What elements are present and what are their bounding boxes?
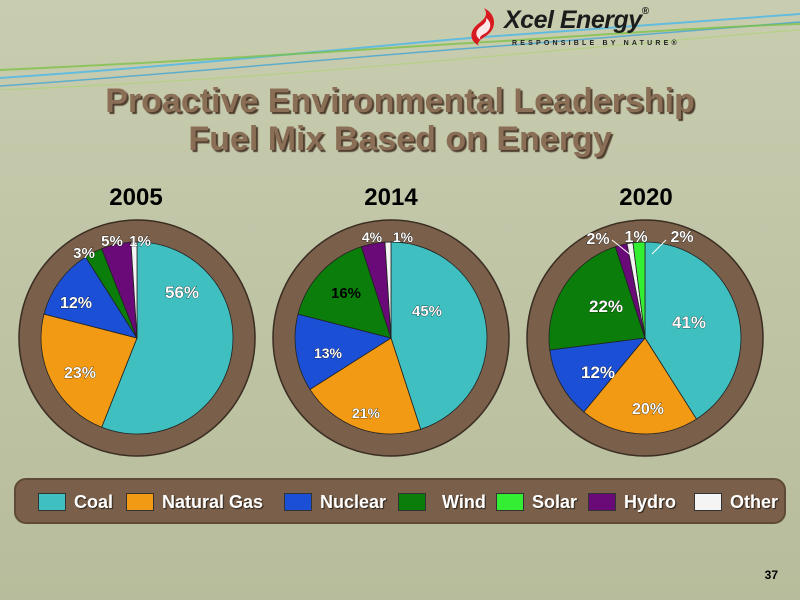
pie-slice-2020-coal <box>644 241 742 420</box>
legend-swatch-coal <box>38 493 66 511</box>
pie-data-label-2005-nuclear: 12% <box>60 295 92 312</box>
pie-data-label-2014-wind: 16% <box>331 285 361 302</box>
pie-data-label-2005-wind: 3% <box>73 245 95 262</box>
legend-label-wind: Wind <box>442 492 486 512</box>
pie-data-label-2014-hydro: 4% <box>362 229 383 245</box>
pie-data-label-2020-natural-gas: 20% <box>632 401 664 418</box>
pie-data-label-2005-coal: 56% <box>165 283 199 302</box>
pie-slice-2020-nuclear <box>549 337 646 413</box>
legend-label-coal: Coal <box>74 492 114 512</box>
pie-data-label-2020-solar: 2% <box>670 229 693 246</box>
pie-slice-2014-nuclear <box>294 313 392 390</box>
pie-data-label-2020-hydro: 2% <box>586 231 609 248</box>
pie-slice-2020-wind <box>548 246 646 351</box>
xcel-flame-icon <box>471 8 495 46</box>
legend-swatch-wind <box>398 493 426 511</box>
pie-data-label-2005-other: 1% <box>129 233 151 250</box>
pie-data-label-2005-hydro: 5% <box>101 233 123 250</box>
pie-slice-2014-wind <box>297 246 392 339</box>
pie-data-label-2020-nuclear: 12% <box>581 363 615 382</box>
pie-slice-2014-coal <box>390 241 488 430</box>
leader-line-2020-solar <box>651 239 667 255</box>
pie-title-2014: 2014 <box>364 184 418 211</box>
legend-label-nuclear: Nuclear <box>320 492 387 512</box>
slide-title-line-1: Proactive Environmental Leadership <box>105 82 695 120</box>
header-swoosh <box>0 13 800 90</box>
pie-title-2020: 2020 <box>619 184 673 211</box>
pie-data-label-2014-nuclear: 13% <box>314 345 343 361</box>
pie-2014 <box>272 219 510 457</box>
pie-slice-2005-coal <box>101 241 234 435</box>
pie-slice-2014-natural-gas <box>309 337 422 435</box>
pie-slice-2005-nuclear <box>43 256 138 339</box>
legend-label-solar: Solar <box>532 492 578 512</box>
legend-swatch-hydro <box>588 493 616 511</box>
pie-data-label-2014-other: 1% <box>393 229 414 245</box>
pie-2005 <box>18 219 256 457</box>
logo-tagline: RESPONSIBLE BY NATURE® <box>512 40 680 47</box>
page-number: 37 <box>764 568 778 582</box>
pie-data-label-2020-other: 1% <box>624 229 647 246</box>
pie-title-2005: 2005 <box>109 184 163 211</box>
legend-swatch-solar <box>496 493 524 511</box>
legend-swatch-nuclear <box>284 493 312 511</box>
legend-label-natural-gas: Natural Gas <box>162 492 264 512</box>
leader-line-2020-hydro <box>611 239 633 257</box>
pie-slice-2020-natural-gas <box>583 337 697 435</box>
pie-data-label-2020-wind: 22% <box>589 297 623 316</box>
pie-charts: 56% 23% 12% 3% 5% 1% 45% 21% 13% 16% 4% 1% 41% 20% 12%… <box>18 219 764 457</box>
slide-title-line-2: Fuel Mix Based on Energy <box>188 120 612 158</box>
pie-slice-2020-solar <box>632 241 646 339</box>
pie-slice-2014-other <box>384 241 392 339</box>
pie-data-label-2014-natural-gas: 21% <box>352 405 381 421</box>
pie-data-label-2014-coal: 45% <box>412 303 442 320</box>
legend-swatch-other <box>694 493 722 511</box>
pie-data-label-2005-natural-gas: 23% <box>64 365 96 382</box>
pie-data-label-2020-coal: 41% <box>672 313 706 332</box>
logo-name: Xcel Energy® <box>504 6 649 34</box>
pie-slice-2005-other <box>130 241 138 339</box>
legend-label-other: Other <box>730 492 779 512</box>
pie-2020 <box>526 219 764 457</box>
pie-slice-2005-natural-gas <box>40 313 138 428</box>
legend-swatch-natural-gas <box>126 493 154 511</box>
legend-label-hydro: Hydro <box>624 492 677 512</box>
chart-legend: Coal Natural Gas Nuclear Wind Solar Hydr… <box>14 478 786 524</box>
xcel-energy-logo: Xcel Energy® RESPONSIBLE BY NATURE® <box>464 4 694 52</box>
logo-mark: ® <box>641 6 649 17</box>
